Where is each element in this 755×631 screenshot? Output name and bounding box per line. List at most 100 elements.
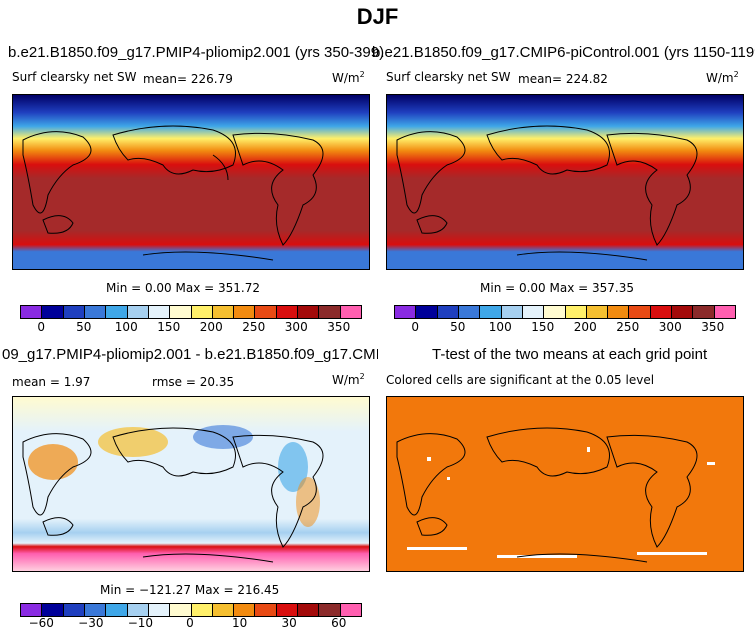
minmax-top-right: Min = 0.00 Max = 357.35 bbox=[480, 281, 634, 295]
map-top-right bbox=[386, 94, 744, 270]
colorbar-swatch bbox=[84, 306, 107, 318]
panel-title-top-right: b.e21.B1850.f09_g17.CMIP6-piControl.001 … bbox=[372, 44, 755, 61]
colorbar-top-left bbox=[20, 305, 362, 319]
variable-label-top-right: Surf clearsky net SW bbox=[386, 70, 511, 84]
colorbar-swatch bbox=[148, 604, 171, 616]
colorbar-swatch bbox=[522, 306, 545, 318]
colorbar-swatch bbox=[191, 604, 213, 616]
colorbar-swatch bbox=[437, 306, 459, 318]
mean-label-top-right: mean= 224.82 bbox=[518, 72, 608, 86]
colorbar-swatch bbox=[106, 604, 128, 616]
colorbar-tick-label: 150 bbox=[157, 320, 181, 334]
colorbar-swatch bbox=[298, 306, 320, 318]
colorbar-tick-label: −10 bbox=[127, 616, 154, 630]
colorbar-top-right bbox=[394, 305, 736, 319]
colorbar-tick-label: 0 bbox=[411, 320, 420, 334]
colorbar-tick-label: 0 bbox=[186, 616, 194, 630]
panel-title-bottom-left: 09_g17.PMIP4-pliomip2.001 - b.e21.B1850.… bbox=[2, 346, 378, 363]
colorbar-swatch bbox=[650, 306, 673, 318]
colorbar-swatch bbox=[21, 604, 43, 616]
colorbar-swatch bbox=[565, 306, 587, 318]
colorbar-tick-label: 350 bbox=[701, 320, 725, 334]
colorbar-swatch bbox=[234, 306, 256, 318]
colorbar-ticks-top-left: 0 50 100 150 200 250 300 350 bbox=[20, 320, 360, 334]
colorbar-swatch bbox=[586, 306, 609, 318]
map-bottom-right bbox=[386, 396, 744, 572]
colorbar-swatch bbox=[148, 306, 171, 318]
colorbar-swatch bbox=[319, 306, 341, 318]
minmax-top-left: Min = 0.00 Max = 351.72 bbox=[106, 281, 260, 295]
colorbar-tick-label: 50 bbox=[76, 320, 92, 334]
colorbar-swatch bbox=[63, 604, 85, 616]
colorbar-tick-label: 250 bbox=[616, 320, 640, 334]
colorbar-swatch bbox=[191, 306, 213, 318]
figure-title: DJF bbox=[356, 4, 399, 29]
colorbar-ticks-bottom-left: −60 −30 −10 0 10 30 60 bbox=[20, 616, 360, 630]
colorbar-swatch bbox=[276, 306, 299, 318]
colorbar-tick-label: 200 bbox=[573, 320, 597, 334]
colorbar-swatch bbox=[608, 306, 630, 318]
colorbar-swatch bbox=[276, 604, 299, 616]
colorbar-swatch bbox=[458, 306, 481, 318]
colorbar-swatch bbox=[672, 306, 694, 318]
rmse-label-bottom-left: rmse = 20.35 bbox=[152, 375, 235, 389]
map-bottom-left-svg bbox=[13, 397, 369, 571]
colorbar-swatch bbox=[127, 604, 149, 616]
colorbar-swatch bbox=[340, 306, 361, 318]
minmax-bottom-left: Min = −121.27 Max = 216.45 bbox=[100, 583, 280, 597]
colorbar-swatch bbox=[480, 306, 502, 318]
colorbar-tick-label: 150 bbox=[531, 320, 555, 334]
colorbar-swatch bbox=[84, 604, 107, 616]
colorbar-swatch bbox=[170, 306, 192, 318]
colorbar-tick-label: 200 bbox=[199, 320, 223, 334]
colorbar-swatch bbox=[298, 604, 320, 616]
panel-subtitle-bottom-right: Colored cells are significant at the 0.0… bbox=[386, 373, 655, 387]
colorbar-ticks-top-right: 0 50 100 150 200 250 300 350 bbox=[394, 320, 734, 334]
colorbar-swatch bbox=[63, 306, 85, 318]
colorbar-tick-label: 10 bbox=[231, 616, 248, 630]
colorbar-swatch bbox=[340, 604, 361, 616]
colorbar-tick-label: 300 bbox=[284, 320, 308, 334]
colorbar-swatch bbox=[212, 306, 235, 318]
colorbar-swatch bbox=[42, 306, 64, 318]
colorbar-swatch bbox=[319, 604, 341, 616]
colorbar-swatch bbox=[212, 604, 235, 616]
colorbar-swatch bbox=[395, 306, 417, 318]
colorbar-tick-label: 250 bbox=[242, 320, 266, 334]
colorbar-swatch bbox=[42, 604, 64, 616]
map-bottom-left bbox=[12, 396, 370, 572]
colorbar-tick-label: −30 bbox=[78, 616, 104, 630]
variable-label-top-left: Surf clearsky net SW bbox=[12, 70, 137, 84]
colorbar-tick-label: 100 bbox=[114, 320, 138, 334]
map-top-left bbox=[12, 94, 370, 270]
colorbar-tick-label: 50 bbox=[450, 320, 466, 334]
colorbar-tick-label: 350 bbox=[327, 320, 351, 334]
colorbar-tick-label: 0 bbox=[37, 320, 46, 334]
colorbar-swatch bbox=[693, 306, 715, 318]
colorbar-tick-label: 100 bbox=[488, 320, 512, 334]
colorbar-swatch bbox=[106, 306, 128, 318]
mean-label-bottom-left: mean = 1.97 bbox=[12, 375, 91, 389]
colorbar-swatch bbox=[629, 306, 651, 318]
colorbar-tick-label: 30 bbox=[281, 616, 297, 630]
map-top-left-svg bbox=[13, 95, 369, 269]
panel-title-bottom-right: T-test of the two means at each grid poi… bbox=[432, 346, 708, 363]
units-top-right: W/m2 bbox=[706, 70, 739, 85]
colorbar-swatch bbox=[255, 604, 277, 616]
colorbar-swatch bbox=[127, 306, 149, 318]
colorbar-swatch bbox=[170, 604, 192, 616]
units-top-left: W/m2 bbox=[332, 70, 365, 85]
colorbar-swatch bbox=[544, 306, 566, 318]
panel-title-top-left: b.e21.B1850.f09_g17.PMIP4-pliomip2.001 (… bbox=[8, 44, 385, 61]
colorbar-swatch bbox=[714, 306, 735, 318]
map-top-right-svg bbox=[387, 95, 743, 269]
colorbar-swatch bbox=[255, 306, 277, 318]
colorbar-swatch bbox=[234, 604, 256, 616]
colorbar-swatch bbox=[416, 306, 438, 318]
colorbar-tick-label: −60 bbox=[28, 616, 54, 630]
mean-label-top-left: mean= 226.79 bbox=[143, 72, 233, 86]
colorbar-bottom-left bbox=[20, 603, 362, 617]
colorbar-swatch bbox=[501, 306, 523, 318]
map-bottom-right-svg bbox=[387, 397, 743, 571]
units-bottom-left: W/m2 bbox=[332, 372, 365, 387]
